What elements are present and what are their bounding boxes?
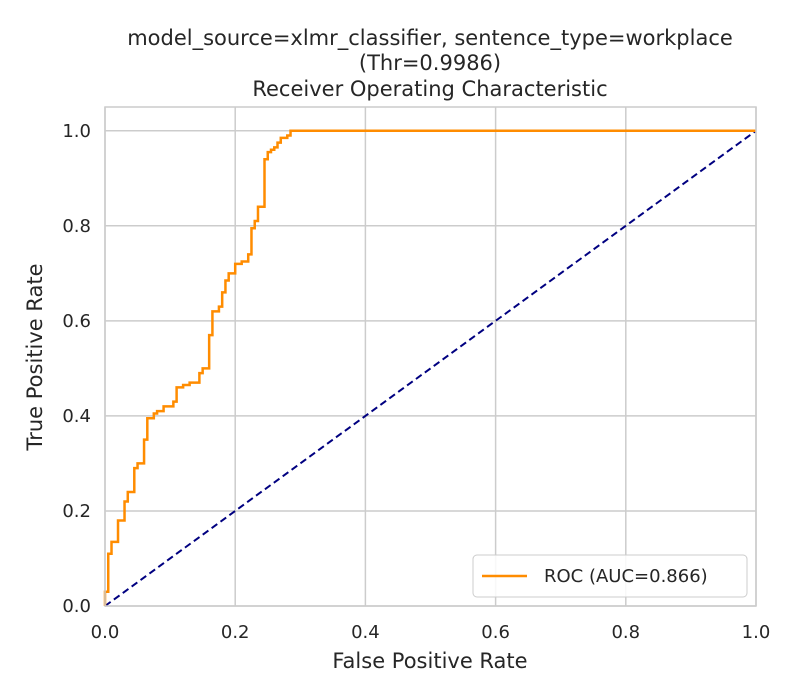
title-line-3: Receiver Operating Characteristic [252,77,607,101]
legend-box [472,554,748,598]
y-tick-label: 1.0 [62,121,91,142]
legend: ROC (AUC=0.866) [472,554,748,598]
legend-label-roc: ROC (AUC=0.866) [544,566,708,587]
x-axis-label: False Positive Rate [332,649,527,673]
chart-title: model_source=xlmr_classifier, sentence_t… [127,26,733,101]
roc-curve [103,129,756,606]
x-tick-labels: 0.0 0.2 0.4 0.6 0.8 1.0 [91,622,771,643]
y-tick-label: 0.2 [62,501,91,522]
x-tick-label: 0.0 [91,622,120,643]
plot-frame [104,106,757,607]
x-tick-label: 0.2 [221,622,250,643]
title-line-2: (Thr=0.9986) [359,51,501,75]
plot-series [103,129,757,607]
x-tick-label: 0.4 [351,622,380,643]
x-tick-label: 1.0 [742,622,771,643]
x-tick-label: 0.8 [611,622,640,643]
x-tick-label: 0.6 [481,622,510,643]
title-line-1: model_source=xlmr_classifier, sentence_t… [127,26,733,51]
y-tick-label: 0.0 [62,596,91,617]
y-tick-label: 0.4 [62,406,91,427]
y-tick-label: 0.6 [62,311,91,332]
y-axis-label: True Positive Rate [23,263,47,451]
chance-diagonal-line [104,129,757,607]
y-tick-label: 0.8 [62,216,91,237]
grid [104,107,757,607]
y-tick-labels: 0.0 0.2 0.4 0.6 0.8 1.0 [62,121,91,617]
